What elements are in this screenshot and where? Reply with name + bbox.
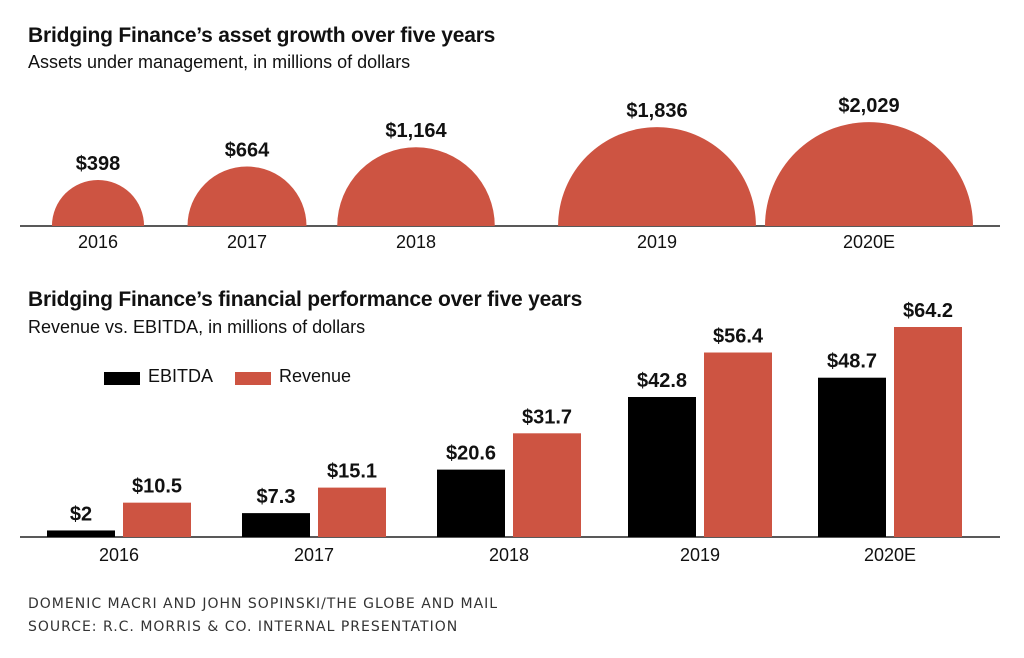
source-line: SOURCE: R.C. MORRIS & CO. INTERNAL PRESE…: [28, 619, 459, 635]
legend-label-ebitda: EBITDA: [148, 366, 214, 386]
bar-revenue-2018: [513, 433, 581, 537]
bar-category-label: 2020E: [864, 545, 916, 565]
bar-ebitda-2017: [242, 513, 310, 537]
asset-semicircle-2016: [51, 179, 145, 226]
asset-semicircle-2019: [558, 127, 756, 226]
bar-ebitda-2020E: [818, 377, 886, 537]
legend-swatch-ebitda: [104, 371, 140, 385]
financial-performance-chart: $2 $10.5 2016 $7.3 $15.1 2017 $20.6 $31.7 2018 $4…: [20, 300, 1000, 565]
chart2-subtitle: Revenue vs. EBITDA, in millions of dolla…: [28, 317, 366, 337]
asset-category-label: 2018: [396, 232, 436, 252]
bar-value-label: $64.2: [903, 300, 953, 322]
asset-semicircle-2017: [187, 166, 307, 226]
chart1-title: Bridging Finance’s asset growth over fiv…: [28, 24, 496, 47]
chart2-title: Bridging Finance’s financial performance…: [28, 288, 583, 311]
bar-value-label: $20.6: [446, 443, 496, 465]
bar-revenue-2019: [704, 352, 772, 537]
asset-category-label: 2020E: [843, 232, 895, 252]
bar-value-label: $42.8: [637, 370, 687, 392]
asset-value-label: $1,164: [385, 120, 447, 142]
bar-category-label: 2016: [99, 545, 139, 565]
asset-category-label: 2019: [637, 232, 677, 252]
bar-ebitda-2016: [47, 530, 115, 537]
bar-revenue-2016: [123, 502, 191, 537]
bar-value-label: $2: [70, 503, 92, 525]
legend-label-revenue: Revenue: [279, 366, 352, 386]
bar-category-label: 2018: [489, 545, 529, 565]
bar-category-label: 2019: [680, 545, 720, 565]
asset-semicircle-2018: [337, 147, 495, 226]
asset-value-label: $2,029: [838, 95, 899, 117]
asset-growth-chart: $398 2016 $664 2017 $1,164 2018 $1,836 2019 $2,0…: [20, 95, 1000, 252]
chart1-subtitle: Assets under management, in millions of …: [28, 52, 411, 72]
bar-category-label: 2017: [294, 545, 334, 565]
bar-value-label: $7.3: [257, 486, 296, 508]
bar-revenue-2020E: [894, 327, 962, 537]
asset-category-label: 2017: [227, 232, 267, 252]
asset-semicircle-2020E: [765, 122, 973, 226]
bar-value-label: $56.4: [713, 326, 764, 348]
asset-value-label: $1,836: [626, 100, 687, 122]
bar-ebitda-2019: [628, 397, 696, 537]
legend-swatch-revenue: [235, 371, 272, 385]
bar-value-label: $10.5: [132, 476, 182, 498]
bar-ebitda-2018: [437, 469, 505, 537]
bar-value-label: $48.7: [827, 351, 877, 373]
asset-value-label: $664: [225, 140, 270, 162]
legend: EBITDA Revenue: [104, 366, 363, 387]
credit-line: DOMENIC MACRI AND JOHN SOPINSKI/THE GLOB…: [28, 596, 499, 612]
legend-item-revenue: Revenue: [235, 366, 351, 387]
bar-revenue-2017: [318, 487, 386, 537]
bar-value-label: $31.7: [522, 406, 572, 428]
asset-category-label: 2016: [78, 232, 118, 252]
bar-value-label: $15.1: [327, 461, 377, 483]
legend-item-ebitda: EBITDA: [104, 366, 213, 387]
asset-value-label: $398: [76, 153, 121, 175]
